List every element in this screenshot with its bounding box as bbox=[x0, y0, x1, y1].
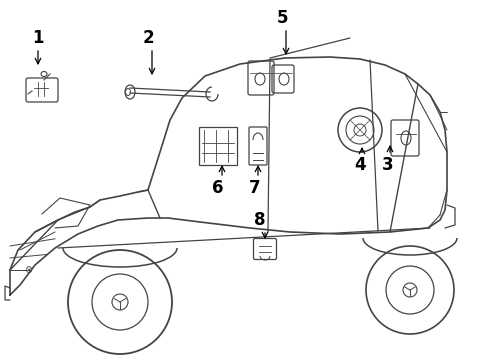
Text: 6: 6 bbox=[212, 179, 224, 197]
Text: 2: 2 bbox=[142, 29, 154, 47]
Text: ⊛: ⊛ bbox=[24, 265, 32, 275]
Text: 4: 4 bbox=[354, 156, 366, 174]
Text: 3: 3 bbox=[382, 156, 394, 174]
Text: 7: 7 bbox=[249, 179, 261, 197]
Text: 1: 1 bbox=[32, 29, 44, 47]
Text: 5: 5 bbox=[276, 9, 288, 27]
Text: 8: 8 bbox=[254, 211, 266, 229]
